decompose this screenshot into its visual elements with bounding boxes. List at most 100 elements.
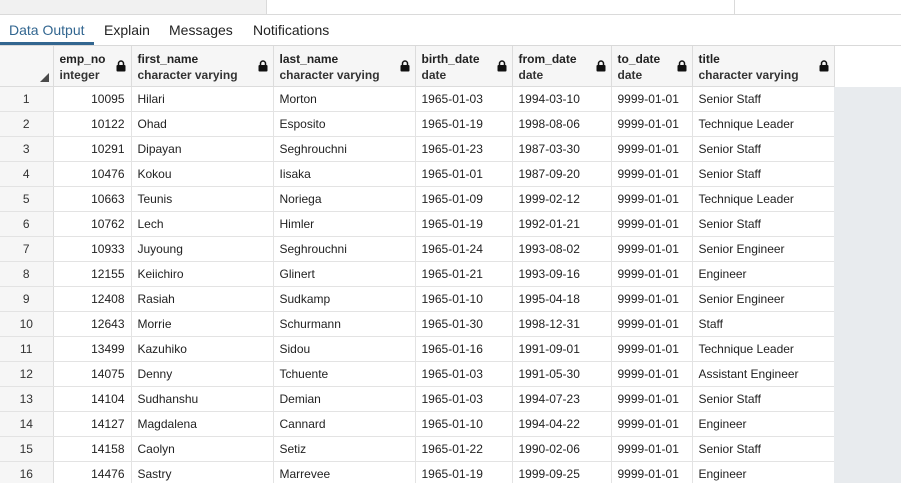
tab-messages[interactable]: Messages — [169, 22, 233, 38]
cell-birth-date[interactable]: 1965-01-23 — [415, 136, 513, 162]
row-number[interactable]: 11 — [0, 336, 54, 362]
table-row[interactable]: 8 12155 Keiichiro Glinert 1965-01-21 1993-09-… — [0, 261, 835, 287]
cell-last-name[interactable]: Esposito — [273, 111, 416, 137]
row-number[interactable]: 16 — [0, 461, 54, 483]
cell-first-name[interactable]: Magdalena — [131, 411, 274, 437]
tab-explain[interactable]: Explain — [104, 22, 150, 38]
cell-emp-no[interactable]: 10095 — [53, 86, 132, 112]
cell-birth-date[interactable]: 1965-01-19 — [415, 461, 513, 483]
cell-from-date[interactable]: 1998-08-06 — [512, 111, 612, 137]
cell-birth-date[interactable]: 1965-01-03 — [415, 86, 513, 112]
table-row[interactable]: 9 12408 Rasiah Sudkamp 1965-01-10 1995-04-18 9… — [0, 286, 835, 312]
table-row[interactable]: 16 14476 Sastry Marrevee 1965-01-19 1999-09-2… — [0, 461, 835, 483]
table-row[interactable]: 14 14127 Magdalena Cannard 1965-01-10 1994-04… — [0, 411, 835, 437]
cell-to-date[interactable]: 9999-01-01 — [611, 461, 693, 483]
cell-last-name[interactable]: Schurmann — [273, 311, 416, 337]
cell-emp-no[interactable]: 12408 — [53, 286, 132, 312]
cell-first-name[interactable]: Rasiah — [131, 286, 274, 312]
cell-birth-date[interactable]: 1965-01-01 — [415, 161, 513, 187]
cell-emp-no[interactable]: 10933 — [53, 236, 132, 262]
cell-to-date[interactable]: 9999-01-01 — [611, 236, 693, 262]
cell-first-name[interactable]: Lech — [131, 211, 274, 237]
row-number[interactable]: 8 — [0, 261, 54, 287]
cell-birth-date[interactable]: 1965-01-19 — [415, 111, 513, 137]
cell-emp-no[interactable]: 14104 — [53, 386, 132, 412]
tab-notifications[interactable]: Notifications — [253, 22, 330, 38]
cell-first-name[interactable]: Sudhanshu — [131, 386, 274, 412]
cell-birth-date[interactable]: 1965-01-24 — [415, 236, 513, 262]
cell-to-date[interactable]: 9999-01-01 — [611, 136, 693, 162]
cell-first-name[interactable]: Kokou — [131, 161, 274, 187]
cell-birth-date[interactable]: 1965-01-21 — [415, 261, 513, 287]
table-row[interactable]: 12 14075 Denny Tchuente 1965-01-03 1991-05-30… — [0, 361, 835, 387]
cell-title[interactable]: Senior Engineer — [692, 236, 835, 262]
cell-to-date[interactable]: 9999-01-01 — [611, 86, 693, 112]
row-number[interactable]: 10 — [0, 311, 54, 337]
cell-to-date[interactable]: 9999-01-01 — [611, 411, 693, 437]
cell-to-date[interactable]: 9999-01-01 — [611, 186, 693, 212]
cell-title[interactable]: Engineer — [692, 261, 835, 287]
column-header-emp-no[interactable]: emp_no integer — [53, 46, 132, 87]
cell-birth-date[interactable]: 1965-01-10 — [415, 286, 513, 312]
table-row[interactable]: 3 10291 Dipayan Seghrouchni 1965-01-23 1987-0… — [0, 136, 835, 162]
column-header-from-date[interactable]: from_date date — [512, 46, 612, 87]
row-number[interactable]: 13 — [0, 386, 54, 412]
cell-birth-date[interactable]: 1965-01-09 — [415, 186, 513, 212]
cell-birth-date[interactable]: 1965-01-10 — [415, 411, 513, 437]
table-row[interactable]: 15 14158 Caolyn Setiz 1965-01-22 1990-02-06 99… — [0, 436, 835, 462]
table-row[interactable]: 6 10762 Lech Himler 1965-01-19 1992-01-21 9999… — [0, 211, 835, 237]
tab-data-output[interactable]: Data Output — [9, 22, 85, 38]
column-header-last-name[interactable]: last_name character varying — [273, 46, 416, 87]
cell-title[interactable]: Technique Leader — [692, 336, 835, 362]
cell-to-date[interactable]: 9999-01-01 — [611, 261, 693, 287]
row-number[interactable]: 2 — [0, 111, 54, 137]
row-number[interactable]: 4 — [0, 161, 54, 187]
column-header-to-date[interactable]: to_date date — [611, 46, 693, 87]
cell-from-date[interactable]: 1991-05-30 — [512, 361, 612, 387]
cell-last-name[interactable]: Morton — [273, 86, 416, 112]
cell-first-name[interactable]: Denny — [131, 361, 274, 387]
cell-first-name[interactable]: Teunis — [131, 186, 274, 212]
cell-birth-date[interactable]: 1965-01-30 — [415, 311, 513, 337]
cell-last-name[interactable]: Himler — [273, 211, 416, 237]
row-number[interactable]: 9 — [0, 286, 54, 312]
table-row[interactable]: 1 10095 Hilari Morton 1965-01-03 1994-03-10 99… — [0, 86, 835, 112]
table-row[interactable]: 4 10476 Kokou Iisaka 1965-01-01 1987-09-20 999… — [0, 161, 835, 187]
cell-emp-no[interactable]: 14127 — [53, 411, 132, 437]
column-header-first-name[interactable]: first_name character varying — [131, 46, 274, 87]
cell-birth-date[interactable]: 1965-01-16 — [415, 336, 513, 362]
cell-title[interactable]: Technique Leader — [692, 186, 835, 212]
cell-from-date[interactable]: 1993-08-02 — [512, 236, 612, 262]
row-number[interactable]: 3 — [0, 136, 54, 162]
cell-last-name[interactable]: Setiz — [273, 436, 416, 462]
cell-title[interactable]: Staff — [692, 311, 835, 337]
cell-last-name[interactable]: Seghrouchni — [273, 236, 416, 262]
row-number[interactable]: 1 — [0, 86, 54, 112]
cell-emp-no[interactable]: 14075 — [53, 361, 132, 387]
cell-title[interactable]: Senior Engineer — [692, 286, 835, 312]
cell-emp-no[interactable]: 10291 — [53, 136, 132, 162]
cell-title[interactable]: Assistant Engineer — [692, 361, 835, 387]
cell-birth-date[interactable]: 1965-01-03 — [415, 386, 513, 412]
table-row[interactable]: 13 14104 Sudhanshu Demian 1965-01-03 1994-07-… — [0, 386, 835, 412]
cell-birth-date[interactable]: 1965-01-22 — [415, 436, 513, 462]
cell-to-date[interactable]: 9999-01-01 — [611, 286, 693, 312]
cell-birth-date[interactable]: 1965-01-19 — [415, 211, 513, 237]
table-row[interactable]: 7 10933 Juyoung Seghrouchni 1965-01-24 1993-0… — [0, 236, 835, 262]
cell-to-date[interactable]: 9999-01-01 — [611, 386, 693, 412]
cell-emp-no[interactable]: 10122 — [53, 111, 132, 137]
cell-last-name[interactable]: Iisaka — [273, 161, 416, 187]
cell-emp-no[interactable]: 10476 — [53, 161, 132, 187]
cell-to-date[interactable]: 9999-01-01 — [611, 361, 693, 387]
table-row[interactable]: 5 10663 Teunis Noriega 1965-01-09 1999-02-12 9… — [0, 186, 835, 212]
cell-from-date[interactable]: 1991-09-01 — [512, 336, 612, 362]
cell-last-name[interactable]: Noriega — [273, 186, 416, 212]
cell-from-date[interactable]: 1994-07-23 — [512, 386, 612, 412]
table-row[interactable]: 11 13499 Kazuhiko Sidou 1965-01-16 1991-09-01… — [0, 336, 835, 362]
cell-first-name[interactable]: Keiichiro — [131, 261, 274, 287]
cell-title[interactable]: Senior Staff — [692, 386, 835, 412]
row-number[interactable]: 15 — [0, 436, 54, 462]
cell-from-date[interactable]: 1999-09-25 — [512, 461, 612, 483]
cell-from-date[interactable]: 1987-09-20 — [512, 161, 612, 187]
cell-first-name[interactable]: Caolyn — [131, 436, 274, 462]
